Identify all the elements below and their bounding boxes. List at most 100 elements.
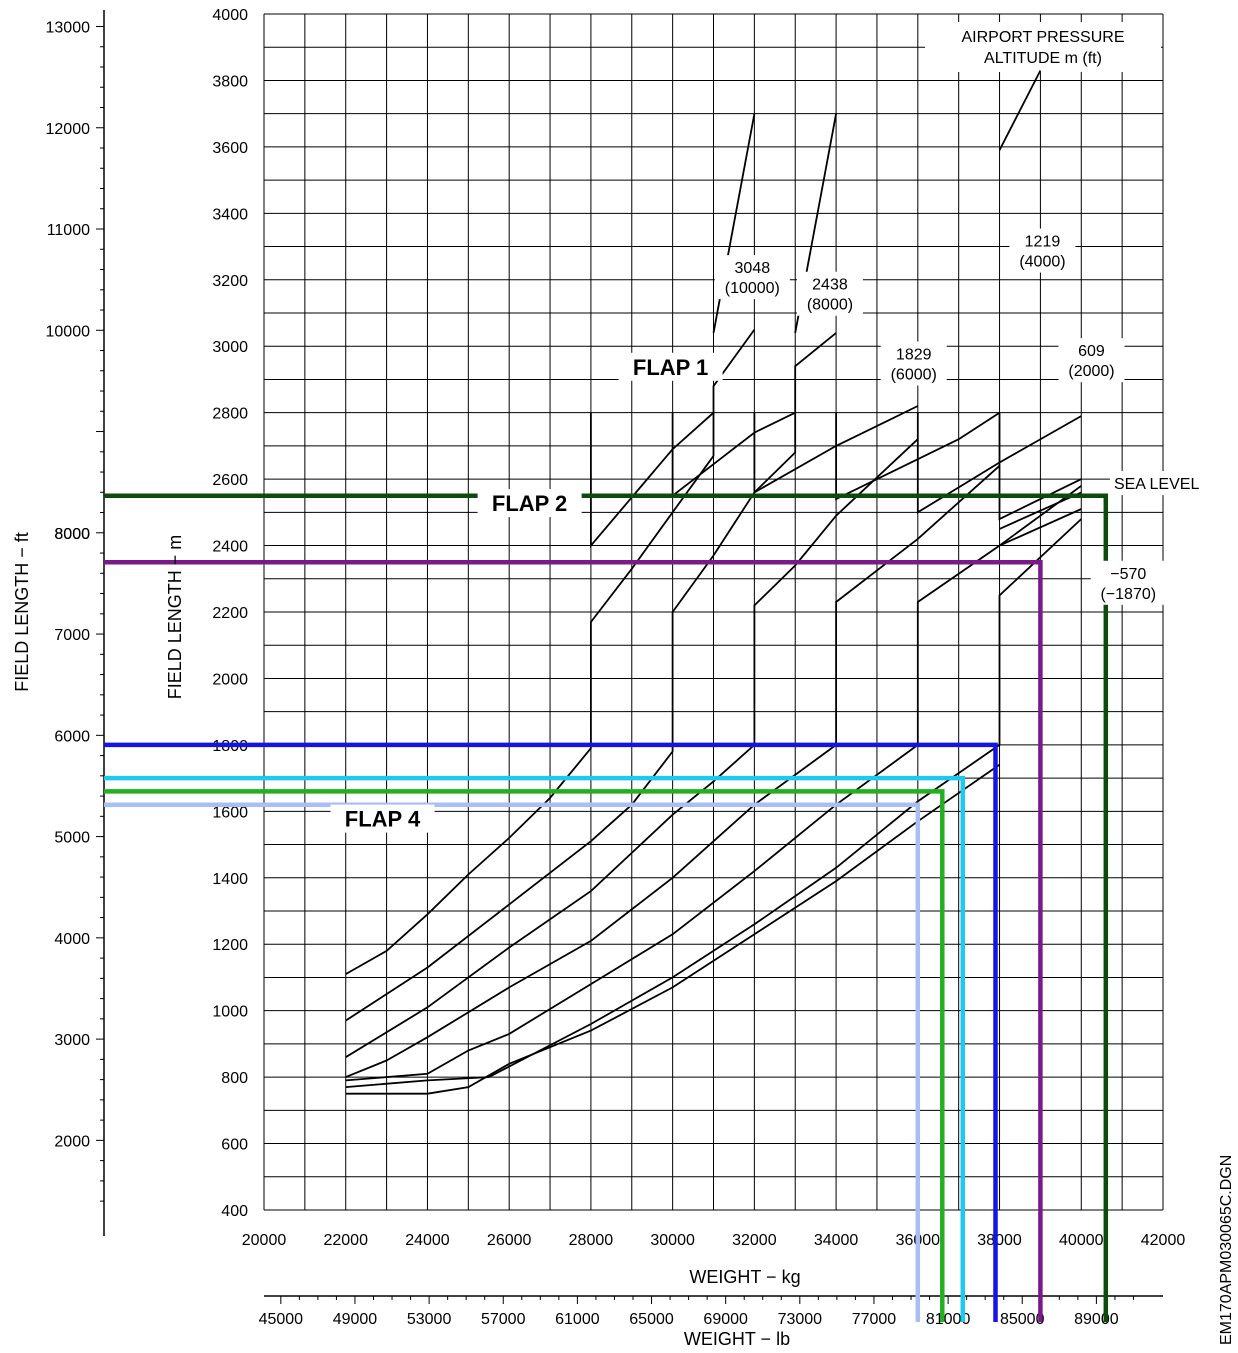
y-tick-label: 1600 — [212, 804, 248, 821]
ft-tick-label: 2000 — [54, 1133, 90, 1150]
example-line — [104, 559, 1043, 1322]
altitude-curve — [345, 412, 797, 1022]
y-tick-label: 3600 — [212, 140, 248, 157]
altitude-label-bg — [1009, 228, 1076, 273]
altitude-curve — [998, 70, 1042, 151]
altitude-label-m: 609 — [1078, 343, 1105, 360]
altitude-label-ft: (8000) — [807, 297, 853, 314]
y-tick-label: 1000 — [212, 1004, 248, 1021]
example-lines — [104, 493, 1109, 1322]
lb-tick-label: 89000 — [1074, 1311, 1119, 1328]
altitude-curve — [345, 518, 1082, 1088]
altitude-label-m: 1219 — [1025, 234, 1061, 251]
y-tick-label: 600 — [221, 1137, 248, 1154]
altitude-curve — [753, 405, 919, 494]
flap-label-bg — [477, 489, 582, 518]
flap-label: FLAP 1 — [633, 355, 708, 380]
chart-labels: FLAP 1 FLAP 2 FLAP 4 3048 (10000) 2438 (8000) 1… — [330, 228, 1203, 833]
y-tick-label: 4000 — [212, 7, 248, 24]
lb-tick-label: 57000 — [481, 1311, 526, 1328]
altitude-curve — [671, 332, 837, 498]
x-tick-label: 32000 — [732, 1232, 777, 1249]
altitude-label-ft: (2000) — [1068, 363, 1114, 380]
y2-axis-label: FIELD LENGTH − ft — [12, 532, 32, 692]
altitude-label-bg — [1058, 338, 1125, 383]
altitude-label-m: 2438 — [812, 277, 848, 294]
y-tick-label: 400 — [221, 1203, 248, 1220]
altitude-label-bg — [880, 341, 947, 386]
lb-tick-label: 53000 — [407, 1311, 452, 1328]
x-axis-label: WEIGHT − kg — [689, 1267, 800, 1287]
example-line — [104, 775, 966, 1322]
altitude-curve — [916, 412, 1082, 514]
flap-label-bg — [618, 352, 723, 381]
lb-tick-label: 49000 — [333, 1311, 378, 1328]
lb-tick-label: 81000 — [926, 1311, 971, 1328]
altitude-label-ft: (6000) — [891, 367, 937, 384]
altitude-label-ft: (4000) — [1019, 254, 1065, 271]
x-tick-label: 38000 — [977, 1232, 1022, 1249]
x-tick-label: 28000 — [569, 1232, 614, 1249]
altitude-label-m: SEA LEVEL — [1114, 476, 1199, 493]
ft-tick-label: 8000 — [54, 526, 90, 543]
altitude-curve — [345, 485, 1082, 1082]
altitude-curve — [345, 438, 919, 1058]
lb-tick-label: 85000 — [1000, 1311, 1045, 1328]
grid — [263, 13, 1164, 1211]
lb-tick-label: 73000 — [778, 1311, 823, 1328]
ft-tick-label: 5000 — [54, 830, 90, 847]
flap-label: FLAP 2 — [492, 491, 567, 516]
altitude-curve — [998, 412, 1082, 521]
lb-tick-label: 65000 — [629, 1311, 674, 1328]
lb-tick-label: 69000 — [703, 1311, 748, 1328]
legend-title-line-2: ALTITUDE m (ft) — [984, 50, 1102, 67]
altitude-curve — [345, 764, 1001, 1095]
flap-label-bg — [330, 804, 435, 833]
y-tick-label: 2400 — [212, 539, 248, 556]
y-tick-label: 3000 — [212, 339, 248, 356]
y-tick-label: 800 — [221, 1070, 248, 1087]
altitude-label-ft: (10000) — [725, 280, 780, 297]
ft-tick-label: 3000 — [54, 1032, 90, 1049]
example-line — [104, 742, 998, 1322]
flap-label: FLAP 4 — [345, 807, 421, 832]
ft-tick-label: 8000 — [54, 526, 90, 543]
ft-tick-label: 12000 — [46, 121, 91, 138]
axes: 20000 22000 24000 26000 28000 30000 32000 34000… — [46, 7, 1186, 1328]
drawing-number: EM170APM030065C.DGN — [1218, 1155, 1235, 1345]
altitude-curve — [345, 412, 715, 975]
x-tick-label: 34000 — [814, 1232, 859, 1249]
altitude-label-bg — [1109, 471, 1203, 496]
altitude-label-m: 3048 — [735, 260, 771, 277]
y-tick-label: 2200 — [212, 605, 248, 622]
altitude-label-bg — [714, 255, 790, 300]
altitude-curve — [999, 491, 1082, 530]
x-tick-label: 24000 — [405, 1232, 450, 1249]
altitude-curve — [999, 508, 1082, 547]
example-line — [104, 493, 1109, 1322]
x-tick-label: 30000 — [650, 1232, 695, 1249]
altitude-label-m: −570 — [1110, 566, 1146, 583]
altitude-label-bg — [796, 271, 863, 316]
x2-axis-label: WEIGHT − lb — [684, 1329, 790, 1349]
x-tick-label: 20000 — [242, 1232, 287, 1249]
x-tick-label: 22000 — [323, 1232, 368, 1249]
lb-tick-label: 77000 — [852, 1311, 897, 1328]
ft-tick-label: 13000 — [46, 19, 91, 36]
y-tick-label: 3200 — [212, 273, 248, 290]
lb-tick-label: 61000 — [555, 1311, 600, 1328]
y-tick-label: 2800 — [212, 406, 248, 423]
x-tick-label: 40000 — [1059, 1232, 1104, 1249]
y-tick-label: 3400 — [212, 206, 248, 223]
y-tick-label: 1200 — [212, 937, 248, 954]
y-tick-label: 2000 — [212, 671, 248, 688]
y-tick-label: 3800 — [212, 73, 248, 90]
legend-title-line-1: AIRPORT PRESSURE — [961, 29, 1124, 46]
altitude-label-bg — [1090, 560, 1166, 605]
altitude-label-m: 1829 — [896, 347, 932, 364]
ft-tick-label: 7000 — [54, 627, 90, 644]
ft-tick-label: 10000 — [46, 323, 91, 340]
y-tick-label: 2600 — [212, 472, 248, 489]
example-line — [104, 789, 945, 1322]
